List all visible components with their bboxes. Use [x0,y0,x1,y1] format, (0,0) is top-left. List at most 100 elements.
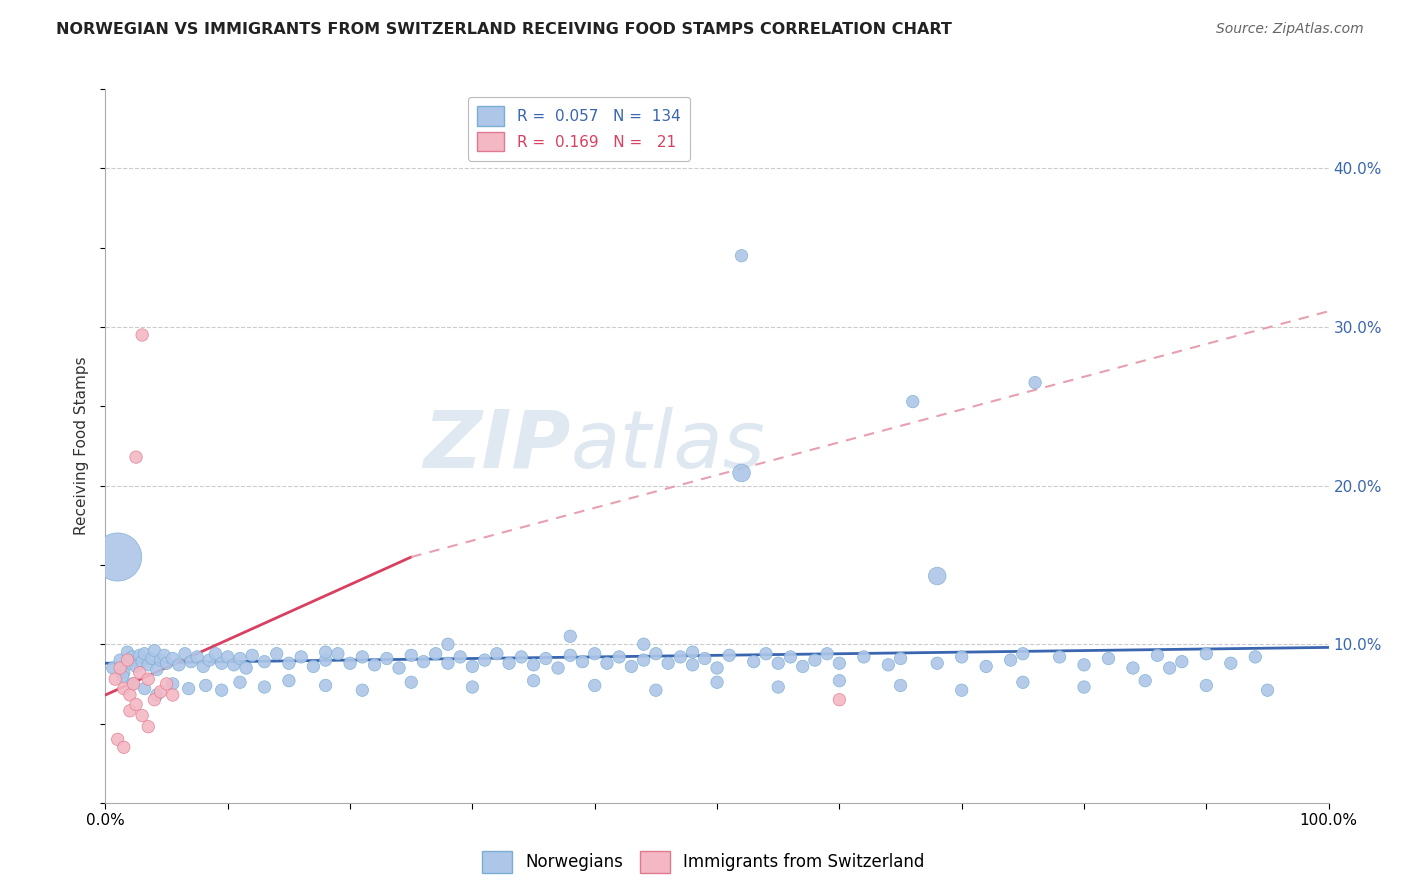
Point [950,649,973,664]
Point [401,675,423,690]
Point [302,659,325,673]
Point [131,708,153,723]
Point [112,740,135,755]
Point [117,653,139,667]
Point [1219,657,1241,671]
Text: atlas: atlas [571,407,765,485]
Point [852,649,875,664]
Text: Source: ZipAtlas.com: Source: ZipAtlas.com [1216,22,1364,37]
Point [112,665,135,680]
Point [644,647,668,661]
Point [375,651,398,665]
Point [1011,647,1033,661]
Point [828,692,851,706]
Point [174,647,197,661]
Point [167,657,190,672]
Point [162,677,184,691]
Point [815,647,838,661]
Point [792,659,814,673]
Point [1195,678,1218,692]
Point [146,688,169,702]
Point [1146,648,1168,663]
Point [1073,657,1095,672]
Point [461,659,484,673]
Y-axis label: Receiving Food Stamps: Receiving Food Stamps [75,357,90,535]
Point [1024,376,1046,390]
Point [162,688,184,702]
Point [101,661,124,675]
Point [143,692,166,706]
Point [927,569,949,583]
Point [107,549,129,564]
Point [146,663,169,677]
Point [131,655,153,669]
Point [1244,649,1267,664]
Point [388,661,411,675]
Point [706,661,728,675]
Point [121,677,143,691]
Point [278,673,301,688]
Point [128,665,150,680]
Point [253,680,276,694]
Point [583,647,606,661]
Point [1171,655,1194,669]
Point [156,677,179,691]
Point [149,653,172,667]
Point [1000,653,1022,667]
Point [1133,673,1156,688]
Point [522,673,544,688]
Point [1097,651,1119,665]
Point [149,685,172,699]
Point [425,647,447,661]
Point [229,675,252,690]
Point [122,677,145,691]
Point [877,657,900,672]
Point [118,657,141,671]
Point [755,647,778,661]
Point [889,651,911,665]
Point [401,648,423,663]
Point [315,678,337,692]
Point [136,672,159,686]
Point [193,659,215,673]
Point [534,651,557,665]
Point [950,683,973,698]
Point [571,655,593,669]
Point [461,680,484,694]
Point [352,649,374,664]
Legend: Norwegians, Immigrants from Switzerland: Norwegians, Immigrants from Switzerland [475,845,931,880]
Point [768,657,790,671]
Point [162,651,184,665]
Point [315,645,337,659]
Point [125,659,148,673]
Point [222,657,245,672]
Point [266,647,288,661]
Point [153,648,176,663]
Point [104,672,127,686]
Point [128,648,150,663]
Point [108,661,131,675]
Point [474,653,496,667]
Text: NORWEGIAN VS IMMIGRANTS FROM SWITZERLAND RECEIVING FOOD STAMPS CORRELATION CHART: NORWEGIAN VS IMMIGRANTS FROM SWITZERLAND… [56,22,952,37]
Point [974,659,997,673]
Point [217,649,239,664]
Point [112,681,135,696]
Point [253,655,276,669]
Point [177,681,200,696]
Point [339,657,361,671]
Point [1122,661,1144,675]
Point [718,648,741,663]
Point [117,645,139,659]
Point [560,648,582,663]
Point [927,657,949,671]
Point [522,657,544,672]
Point [121,649,143,664]
Point [644,683,668,698]
Point [510,649,533,664]
Point [828,673,851,688]
Point [768,680,790,694]
Point [560,629,582,643]
Point [156,657,179,671]
Point [437,657,460,671]
Point [889,678,911,692]
